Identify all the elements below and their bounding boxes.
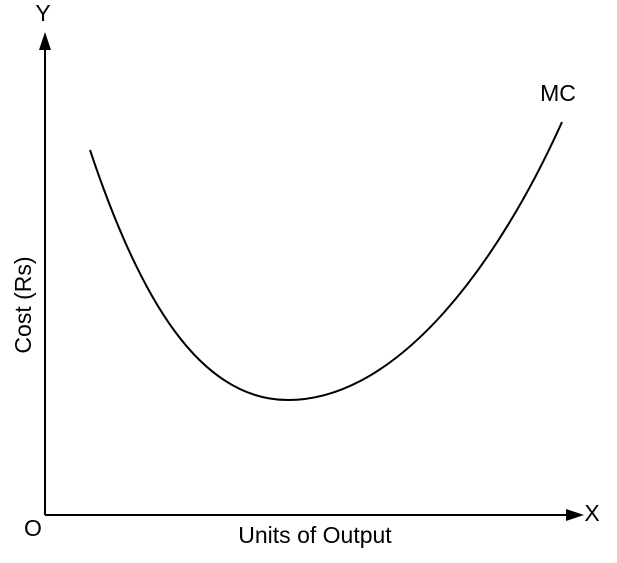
y-label: Y bbox=[35, 0, 50, 26]
x-arrow bbox=[566, 509, 584, 521]
mc-curve bbox=[89, 121, 563, 402]
y-arrow bbox=[39, 32, 51, 50]
curve-label: MC bbox=[540, 80, 576, 106]
x-title: Units of Output bbox=[238, 522, 392, 548]
y-title: Cost (Rs) bbox=[10, 256, 36, 353]
x-label: X bbox=[584, 500, 599, 526]
origin-label: O bbox=[24, 515, 42, 541]
